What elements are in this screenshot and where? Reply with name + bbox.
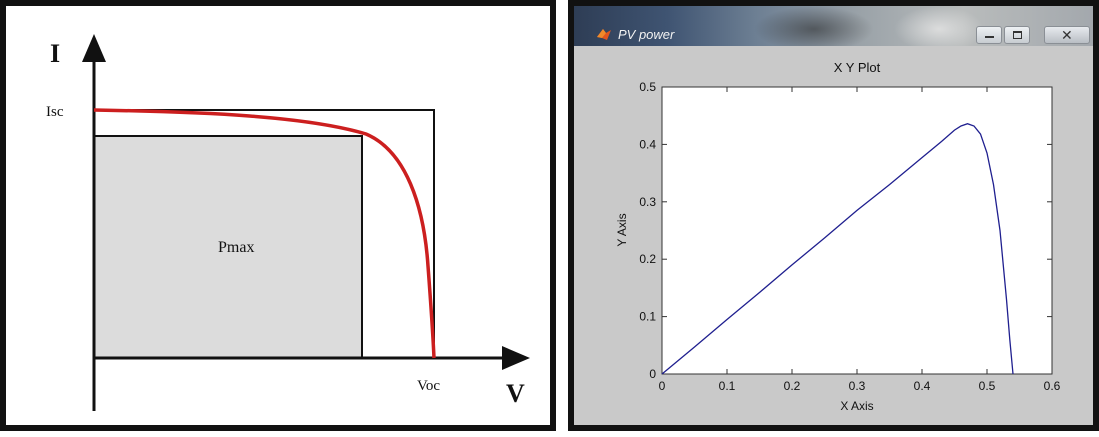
matlab-logo-icon: [597, 29, 611, 40]
x-tick-label: 0.3: [849, 379, 866, 393]
plot-marks: 0 0.1 0.2 0.3 0.4 0.5 0.6 0 0.1 0.2 0.3 0.4 0.5: [639, 80, 1060, 393]
voltage-axis-arrow-icon: [502, 346, 530, 370]
maximize-button[interactable]: [1004, 26, 1030, 44]
y-tick-label: 0.2: [639, 252, 656, 266]
minimize-icon: [985, 36, 994, 38]
y-tick-label: 0: [649, 367, 656, 381]
window-titlebar[interactable]: PV power ✕: [574, 6, 1093, 52]
minimize-button[interactable]: [976, 26, 1002, 44]
y-axis-label: Y Axis: [615, 213, 629, 246]
window-title: PV power: [618, 27, 675, 42]
current-axis-arrow-icon: [82, 34, 106, 62]
y-tick-label: 0.5: [639, 80, 656, 94]
current-axis-label: I: [50, 39, 60, 68]
x-tick-label: 0: [659, 379, 666, 393]
chart-title: X Y Plot: [834, 60, 881, 75]
xy-plot: 0 0.1 0.2 0.3 0.4 0.5 0.6 0 0.1 0.2 0.3 0.4 0.5 X Y …: [574, 46, 1093, 425]
x-tick-label: 0.6: [1044, 379, 1061, 393]
x-tick-label: 0.4: [914, 379, 931, 393]
x-tick-label: 0.2: [784, 379, 801, 393]
close-icon: ✕: [1061, 27, 1073, 43]
figure-window: PV power ✕ 0 0.1 0.2 0.3 0.4 0.5 0.6 0 0.1 0.2 0.3…: [568, 0, 1099, 431]
iv-curve: [93, 108, 436, 359]
pmax-rectangle: [93, 135, 363, 359]
iv-diagram: I Isc Pmax Voc V: [46, 34, 530, 411]
maximize-icon: [1013, 31, 1022, 39]
y-tick-label: 0.1: [639, 310, 656, 324]
x-tick-label: 0.5: [979, 379, 996, 393]
isc-label: Isc: [46, 104, 64, 120]
voltage-axis-label: V: [506, 379, 525, 408]
close-button[interactable]: ✕: [1044, 26, 1090, 44]
plot-axes-box: [661, 86, 1053, 375]
voc-label: Voc: [417, 378, 440, 394]
pmax-label: Pmax: [218, 239, 254, 256]
y-tick-label: 0.4: [639, 137, 656, 151]
series-line-0: [661, 123, 1014, 375]
y-tick-label: 0.3: [639, 195, 656, 209]
x-axis-label: X Axis: [840, 399, 873, 413]
x-tick-label: 0.1: [719, 379, 736, 393]
iv-diagram-panel: I Isc Pmax Voc V: [0, 0, 556, 431]
